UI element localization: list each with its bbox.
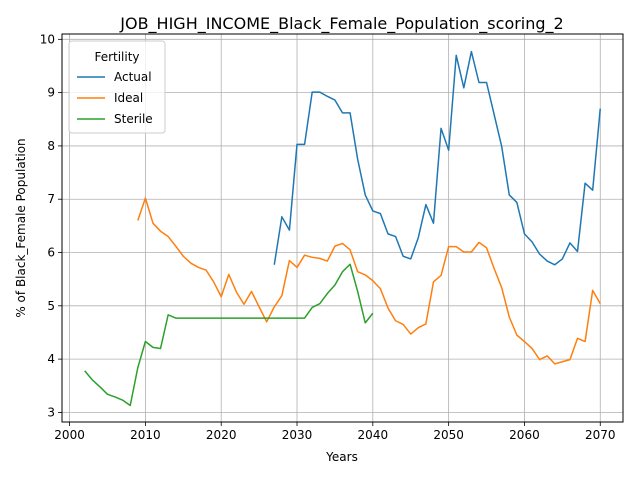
series-line-ideal	[137, 197, 601, 365]
y-tick-label: 9	[47, 86, 55, 100]
series-lines	[84, 50, 602, 407]
y-axis-ticks: 3 4 5 6 7 8 9 10	[40, 32, 62, 419]
x-tick-label: 2030	[282, 428, 313, 442]
y-tick-label: 3	[47, 405, 55, 419]
grid	[62, 34, 623, 422]
legend-label-ideal: Ideal	[114, 91, 143, 105]
x-tick-label: 2040	[358, 428, 389, 442]
x-axis-label: Years	[325, 450, 358, 464]
x-tick-label: 2070	[585, 428, 616, 442]
x-axis-ticks: 2000 2010 2020 2030 2040 2050 2060 2070	[54, 422, 616, 442]
axes-frame	[61, 33, 624, 423]
legend-entries: Actual Ideal Sterile	[77, 70, 153, 126]
series-line-actual	[273, 50, 602, 266]
x-tick-label: 2050	[433, 428, 464, 442]
y-tick-label: 4	[47, 352, 55, 366]
legend-box	[68, 40, 166, 134]
y-tick-label: 5	[47, 299, 55, 313]
x-tick-label: 2020	[206, 428, 237, 442]
x-tick-label: 2010	[130, 428, 161, 442]
y-tick-label: 8	[47, 139, 55, 153]
y-axis-label: % of Black_Female Population	[14, 138, 28, 317]
legend-label-actual: Actual	[114, 70, 152, 84]
legend-label-sterile: Sterile	[114, 112, 153, 126]
chart-title: JOB_HIGH_INCOME_Black_Female_Population_…	[119, 14, 563, 34]
legend: Fertility Actual Ideal Sterile	[68, 40, 166, 134]
y-tick-label: 6	[47, 246, 55, 260]
x-tick-label: 2060	[509, 428, 540, 442]
y-tick-label: 10	[40, 32, 55, 46]
series-line-sterile	[84, 263, 374, 407]
y-tick-label: 7	[47, 192, 55, 206]
x-tick-label: 2000	[54, 428, 85, 442]
legend-title: Fertility	[94, 50, 139, 64]
